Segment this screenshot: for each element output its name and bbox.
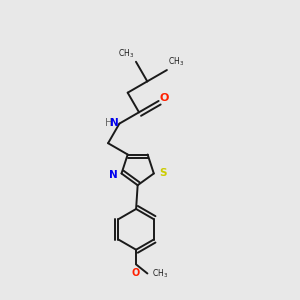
Text: CH$_3$: CH$_3$ xyxy=(152,267,168,280)
Text: CH$_3$: CH$_3$ xyxy=(169,56,184,68)
Text: O: O xyxy=(132,268,140,278)
Text: S: S xyxy=(159,169,166,178)
Text: H: H xyxy=(105,118,112,128)
Text: O: O xyxy=(160,93,169,103)
Text: N: N xyxy=(110,118,118,128)
Text: N: N xyxy=(109,170,117,180)
Text: CH$_3$: CH$_3$ xyxy=(118,48,134,60)
